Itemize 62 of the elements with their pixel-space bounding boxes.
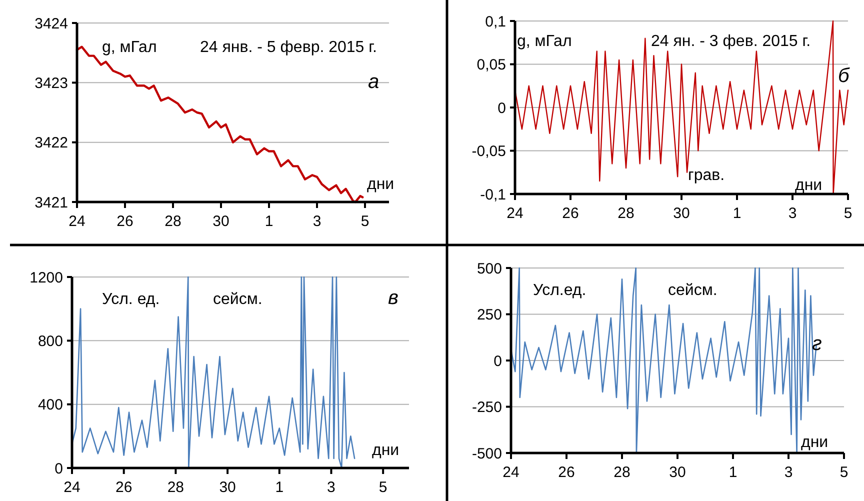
x-tick-label: 30 xyxy=(212,213,230,230)
annotation: 24 ян. - 3 фев. 2015 г. xyxy=(651,33,811,50)
annotation: грав. xyxy=(688,167,725,184)
x-tick-label: 26 xyxy=(116,479,132,496)
x-tick-label: 5 xyxy=(378,479,388,496)
x-tick-label: 28 xyxy=(618,205,634,222)
y-tick-label: 0,05 xyxy=(476,56,506,74)
y-tick-label: 3421 xyxy=(34,194,68,212)
y-tick-label: 400 xyxy=(38,396,63,414)
x-tick-label: 26 xyxy=(116,213,134,230)
x-tick-label: 24 xyxy=(68,213,86,230)
y-tick-label: -500 xyxy=(472,445,502,462)
x-tick-label: 30 xyxy=(219,479,236,496)
y-tick-label: 500 xyxy=(476,260,502,278)
x-tick-label: 3 xyxy=(784,464,793,481)
x-tick-label: 28 xyxy=(164,213,182,230)
y-tick-label: -0,1 xyxy=(480,186,506,204)
annotation: g, мГал xyxy=(102,39,157,56)
y-tick-label: 0 xyxy=(494,352,502,370)
x-tick-label: 1 xyxy=(732,205,742,222)
annotation: сейсм. xyxy=(213,291,262,308)
x-tick-label: 28 xyxy=(614,464,630,481)
y-tick-label: 3422 xyxy=(34,134,68,152)
x-tick-label: 5 xyxy=(840,464,848,481)
y-tick-label: 800 xyxy=(38,332,63,350)
x-tick-label: 3 xyxy=(788,205,797,222)
y-tick-label: 1200 xyxy=(30,269,63,286)
x-tick-label: 3 xyxy=(312,213,322,230)
y-tick-label: 250 xyxy=(476,306,502,324)
x-tick-label: 1 xyxy=(264,213,274,230)
y-tick-label: 3424 xyxy=(34,15,68,32)
y-tick-label: -0,05 xyxy=(472,143,506,160)
annotation: Усл. ед. xyxy=(102,291,160,308)
annotation: б xyxy=(838,65,850,87)
x-tick-label: 1 xyxy=(728,464,738,481)
y-tick-label: -250 xyxy=(472,399,502,416)
annotation: 24 янв. - 5 февр. 2015 г. xyxy=(200,39,377,56)
x-tick-label: 5 xyxy=(360,213,370,230)
x-tick-label: 28 xyxy=(167,479,184,496)
annotation: дни xyxy=(795,177,822,194)
x-tick-label: 24 xyxy=(64,479,80,496)
annotation: сейсм. xyxy=(668,282,718,299)
annotation: Усл.ед. xyxy=(533,282,586,299)
x-tick-label: 26 xyxy=(562,205,579,222)
x-tick-label: 1 xyxy=(275,479,284,496)
x-tick-label: 24 xyxy=(506,205,524,222)
y-tick-label: 3423 xyxy=(34,74,68,92)
x-tick-label: 30 xyxy=(673,205,690,222)
annotation: g, мГал xyxy=(517,33,572,50)
annotation: в xyxy=(388,287,398,309)
y-tick-label: 0 xyxy=(54,460,63,478)
x-tick-label: 26 xyxy=(558,464,575,481)
annotation: дни xyxy=(367,176,394,193)
annotation: дни xyxy=(801,434,828,451)
x-tick-label: 3 xyxy=(327,479,336,496)
annotation: дни xyxy=(372,442,400,459)
y-tick-label: 0,1 xyxy=(485,13,506,30)
annotation: а xyxy=(368,71,380,93)
x-tick-label: 24 xyxy=(502,464,520,481)
x-tick-label: 30 xyxy=(669,464,686,481)
x-tick-label: 5 xyxy=(844,205,852,222)
y-tick-label: 0 xyxy=(498,100,506,117)
